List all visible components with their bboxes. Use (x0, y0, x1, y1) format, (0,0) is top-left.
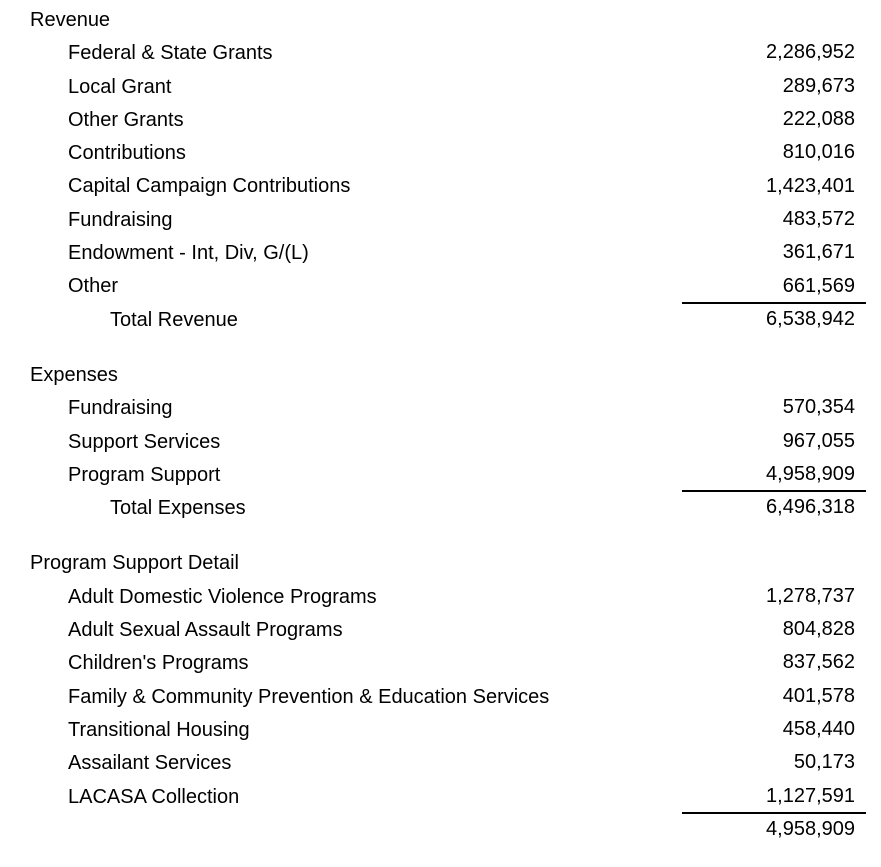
table-row: 4,958,909 (0, 814, 881, 847)
table-row: Fundraising 483,572 (0, 204, 881, 237)
row-value: 810,016 (782, 141, 855, 164)
row-value: 1,278,737 (766, 584, 855, 607)
row-label: Other (68, 275, 119, 298)
row-label: Children's Programs (68, 652, 249, 675)
section-program-support-detail: Program Support Detail Adult Domestic Vio… (0, 547, 881, 847)
table-row: Contributions 810,016 (0, 137, 881, 170)
row-label: LACASA Collection (68, 785, 240, 808)
row-value: 401,578 (782, 684, 855, 707)
row-value: 661,569 (682, 271, 866, 304)
table-row: Federal & State Grants 2,286,952 (0, 37, 881, 70)
row-value: 804,828 (782, 618, 855, 641)
row-label: Transitional Housing (68, 718, 250, 741)
table-row: Total Revenue 6,538,942 (0, 304, 881, 337)
row-value: 4,958,909 (682, 459, 866, 492)
row-value: 289,673 (782, 74, 855, 97)
row-label: Fundraising (68, 208, 173, 231)
table-row: Transitional Housing 458,440 (0, 714, 881, 747)
row-value: 967,055 (782, 429, 855, 452)
section-title: Program Support Detail (30, 552, 239, 575)
row-label: Local Grant (68, 75, 172, 98)
table-row: Total Expenses 6,496,318 (0, 492, 881, 525)
row-label: Fundraising (68, 397, 173, 420)
row-value: 50,173 (793, 751, 855, 774)
table-row: Other 661,569 (0, 270, 881, 304)
row-label: Family & Community Prevention & Educatio… (68, 685, 550, 708)
statement-body: Revenue Federal & State Grants 2,286,952 Lo… (0, 4, 881, 847)
row-label: Contributions (68, 142, 186, 165)
row-label: Capital Campaign Contributions (68, 175, 351, 198)
row-label: Endowment - Int, Div, G/(L) (68, 242, 309, 265)
row-label: Adult Domestic Violence Programs (68, 585, 377, 608)
table-row: Family & Community Prevention & Educatio… (0, 681, 881, 714)
table-row: Adult Sexual Assault Programs 804,828 (0, 614, 881, 647)
section-header-row: Expenses (0, 359, 881, 392)
section-title: Revenue (30, 9, 111, 31)
row-value: 1,127,591 (682, 781, 866, 814)
row-value: 222,088 (782, 108, 855, 131)
table-row: LACASA Collection 1,127,591 (0, 781, 881, 814)
section-header-row: Program Support Detail (0, 547, 881, 580)
row-value: 570,354 (782, 396, 855, 419)
row-label: Other Grants (68, 108, 184, 131)
row-value: 458,440 (782, 718, 855, 741)
section-header-row: Revenue (0, 4, 881, 37)
row-value: 4,958,909 (766, 817, 855, 840)
row-label: Federal & State Grants (68, 42, 273, 65)
table-row: Support Services 967,055 (0, 426, 881, 459)
row-value: 1,423,401 (766, 174, 855, 197)
row-label: Total Revenue (110, 308, 238, 331)
row-label: Adult Sexual Assault Programs (68, 619, 343, 642)
section-spacer (0, 525, 881, 547)
table-row: Adult Domestic Violence Programs 1,278,73… (0, 581, 881, 614)
table-row: Endowment - Int, Div, G/(L) 361,671 (0, 237, 881, 270)
row-value: 6,496,318 (766, 496, 855, 519)
section-revenue: Revenue Federal & State Grants 2,286,952 Lo… (0, 4, 881, 337)
table-row: Local Grant 289,673 (0, 71, 881, 104)
row-value: 837,562 (782, 651, 855, 674)
table-row: Assailant Services 50,173 (0, 747, 881, 780)
row-label: Total Expenses (110, 497, 246, 520)
table-row: Fundraising 570,354 (0, 392, 881, 425)
table-row: Other Grants 222,088 (0, 104, 881, 137)
row-value: 483,572 (782, 207, 855, 230)
section-spacer (0, 337, 881, 359)
table-row: Children's Programs 837,562 (0, 647, 881, 680)
row-value: 2,286,952 (766, 41, 855, 64)
row-label: Program Support (68, 463, 221, 486)
row-label: Support Services (68, 430, 221, 453)
table-row: Program Support 4,958,909 (0, 459, 881, 492)
row-label: Assailant Services (68, 752, 232, 775)
row-value: 361,671 (782, 241, 855, 264)
section-title: Expenses (30, 363, 118, 386)
section-expenses: Expenses Fundraising 570,354 Support Servic… (0, 359, 881, 525)
table-row: Capital Campaign Contributions 1,423,401 (0, 170, 881, 203)
row-value: 6,538,942 (766, 307, 855, 330)
